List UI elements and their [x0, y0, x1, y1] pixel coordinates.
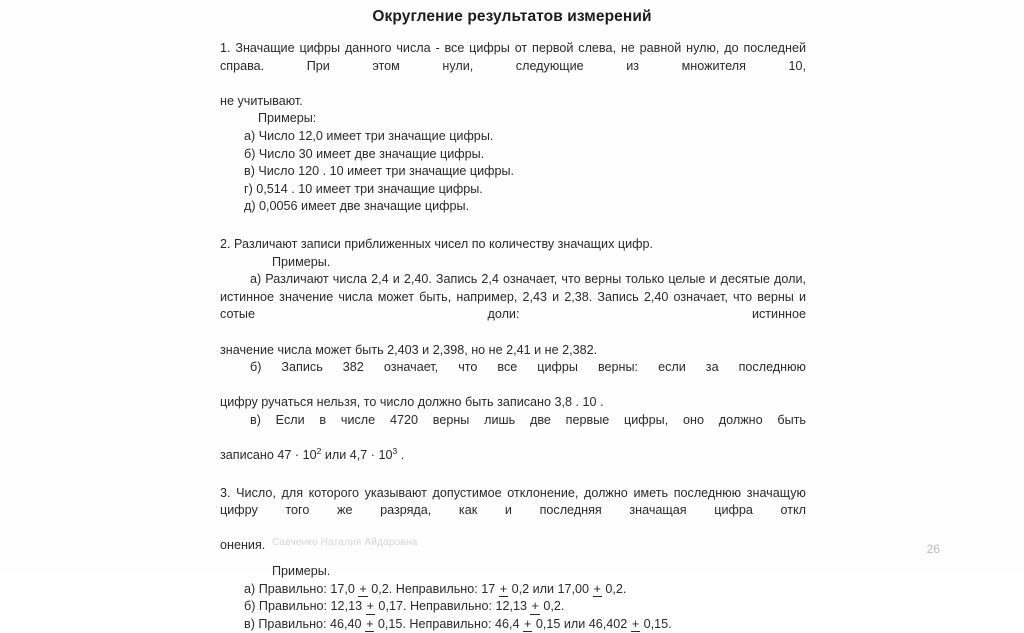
- section-2-item-a-tail: значение числа может быть 2,403 и 2,398,…: [220, 342, 598, 357]
- section-1-example-a: а) Число 12,0 имеет три значащие цифры.: [244, 128, 494, 143]
- section-3-examples-label: Примеры.: [272, 564, 331, 579]
- section-3-example-b-pre: б) Правильно: 12,13: [244, 599, 366, 614]
- section-3-text: 3. Число, для которого указывают допусти…: [220, 485, 806, 518]
- spacer-2: [220, 465, 806, 485]
- section-3-example-v: в) Правильно: 46,40 + 0,15. Неправильно:…: [220, 616, 806, 633]
- section-3-example-b: б) Правильно: 12,13 + 0,17. Неправильно:…: [220, 598, 806, 616]
- page-title: Округление результатов измерений: [372, 8, 652, 25]
- section-2: 2. Различают записи приближенных чисел п…: [220, 236, 806, 465]
- section-3-example-v-pre: в) Правильно: 46,40: [244, 616, 366, 631]
- section-3-example-v-3: 0,15.: [640, 616, 672, 631]
- spacer-1: [220, 216, 806, 236]
- section-2-item-b: б) Запись 382 означает, что все цифры ве…: [250, 360, 806, 375]
- section-3-example-a: а) Правильно: 17,0 + 0,2. Неправильно: 1…: [220, 581, 806, 599]
- section-2-exponent-3: 3: [392, 445, 398, 456]
- slide-canvas: Округление результатов измерений 1. Знач…: [220, 8, 940, 633]
- section-1-text-tail: не учитывают.: [220, 93, 303, 108]
- section-3-example-a-pre: а) Правильно: 17,0: [244, 581, 359, 596]
- plus-minus-icon: +: [630, 616, 641, 633]
- spacer-3: [220, 555, 806, 563]
- section-1-example-g: г) 0,514 . 10 имеет три значащие цифры.: [244, 181, 483, 196]
- plus-minus-icon: +: [522, 616, 533, 633]
- plus-minus-icon: +: [358, 581, 369, 599]
- section-3-example-b-1: 0,17. Неправильно: 12,13: [374, 599, 531, 614]
- plus-minus-icon: +: [498, 581, 509, 599]
- section-3-example-a-3: 0,2.: [601, 581, 627, 596]
- section-1-example-v: в) Число 120 . 10 имеет три значащие циф…: [244, 164, 515, 179]
- plus-minus-icon: +: [365, 598, 376, 616]
- section-2-exponent-2: 2: [316, 445, 322, 456]
- section-1-examples-label: Примеры:: [258, 111, 317, 126]
- section-3-example-v-2: 0,15 или 46,402: [532, 616, 631, 631]
- plus-minus-icon: +: [530, 598, 541, 616]
- section-2-item-v-tail: записано 47 · 102 или 4,7 · 103 .: [220, 447, 806, 465]
- section-1: 1. Значащие цифры данного числа - все ци…: [220, 40, 806, 216]
- section-1-text: 1. Значащие цифры данного числа - все ци…: [220, 41, 806, 73]
- plus-minus-icon: +: [592, 581, 603, 599]
- section-2-item-v-tail-post: .: [397, 448, 405, 463]
- section-3-example-a-1: 0,2. Неправильно: 17: [367, 581, 499, 596]
- section-1-example-b: б) Число 30 имеет две значащие цифры.: [244, 146, 485, 161]
- section-2-item-v-tail-mid: или 4,7 · 10: [321, 448, 393, 463]
- slide-body: 1. Значащие цифры данного числа - все ци…: [220, 40, 806, 633]
- section-2-text: 2. Различают записи приближенных чисел п…: [220, 236, 653, 251]
- section-3-text-tail: онения.: [220, 538, 266, 553]
- section-3-example-b-2: 0,2.: [539, 599, 565, 614]
- section-3-example-a-2: 0,2 или 17,00: [508, 581, 593, 596]
- section-2-item-v-tail-pre: записано 47 · 10: [220, 448, 317, 463]
- section-2-item-v: в) Если в числе 4720 верны лишь две перв…: [250, 412, 806, 427]
- page-number: 26: [926, 542, 940, 556]
- section-1-example-d: д) 0,0056 имеет две значащие цифры.: [244, 199, 470, 214]
- section-2-item-a: а) Различают числа 2,4 и 2,40. Запись 2,…: [220, 272, 806, 322]
- plus-minus-icon: +: [365, 616, 375, 633]
- section-3-example-v-1: 0,15. Неправильно: 46,4: [374, 616, 523, 631]
- section-2-examples-label: Примеры.: [272, 254, 331, 269]
- section-3: 3. Число, для которого указывают допусти…: [220, 485, 806, 633]
- section-2-item-b-tail: цифру ручаться нельзя, то число должно б…: [220, 395, 604, 410]
